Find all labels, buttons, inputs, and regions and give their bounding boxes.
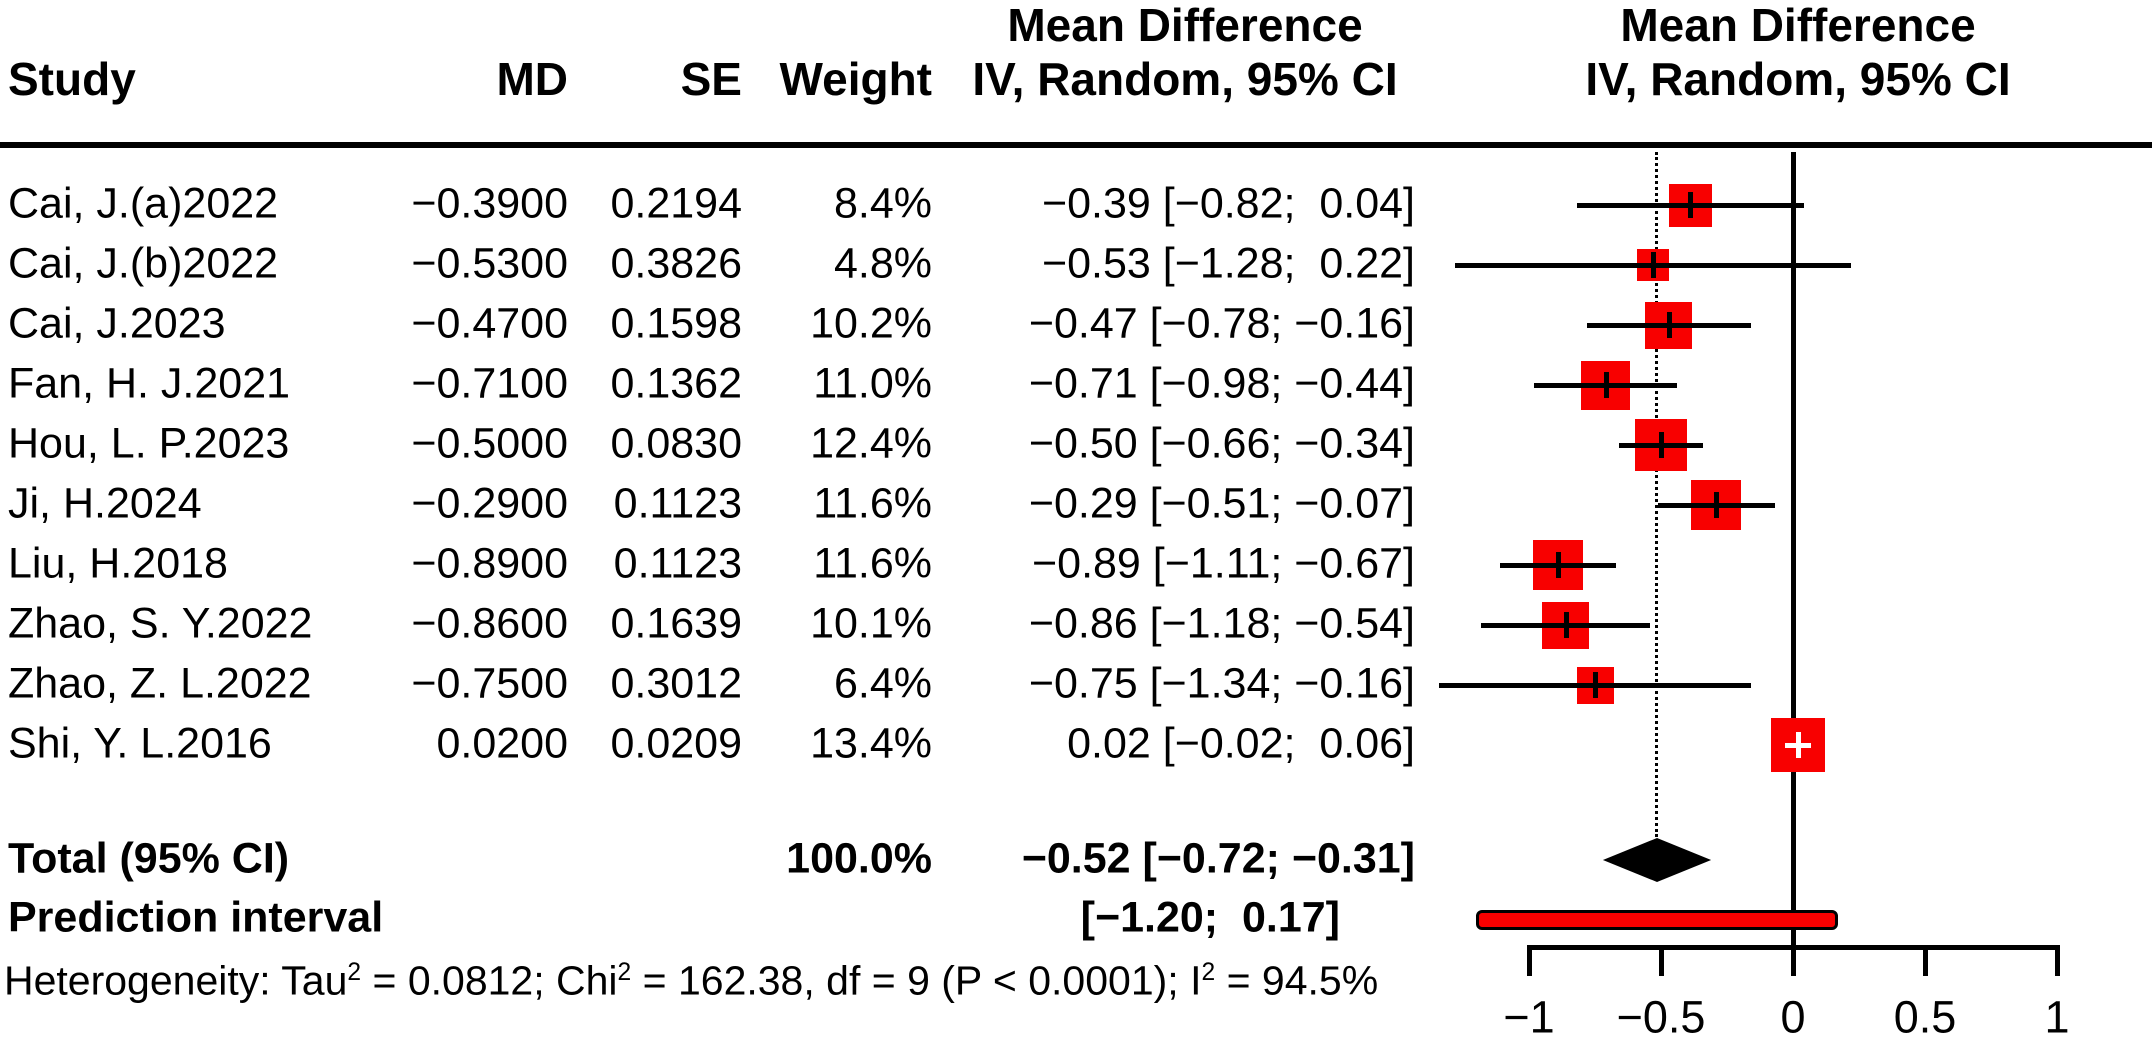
- study-label: Ji, H.2024: [8, 479, 202, 528]
- md-value: −0.5000: [411, 419, 568, 468]
- ci-text: −0.89 [−1.11; −0.67]: [1032, 539, 1415, 588]
- md-value: −0.3900: [411, 179, 568, 228]
- total-diamond: [1602, 838, 1712, 882]
- prediction-interval-bar: [1476, 910, 1838, 930]
- heterogeneity-text: Heterogeneity: Tau2 = 0.0812; Chi2 = 162…: [4, 957, 1379, 1004]
- se-value: 0.3826: [610, 239, 742, 288]
- se-value: 0.3012: [610, 659, 742, 708]
- se-value: 0.1362: [610, 359, 742, 408]
- weight-value: 11.0%: [813, 359, 932, 408]
- superscript: 2: [1201, 959, 1216, 987]
- study-label: Zhao, S. Y.2022: [8, 599, 313, 648]
- column-header-mean-difference-left: Mean Difference: [1007, 0, 1363, 52]
- total-weight: 100.0%: [786, 834, 932, 883]
- prediction-ci-text: [−1.20; 0.17]: [1080, 893, 1340, 942]
- weight-value: 6.4%: [833, 659, 932, 708]
- point-estimate-tick: [1688, 192, 1694, 218]
- study-label: Cai, J.2023: [8, 299, 226, 348]
- total-label: Total (95% CI): [8, 834, 290, 883]
- weight-value: 4.8%: [833, 239, 932, 288]
- ci-text: −0.47 [−0.78; −0.16]: [1028, 299, 1415, 348]
- x-axis-tick-label: 0: [1780, 991, 1806, 1043]
- zero-reference-line: [1791, 152, 1796, 976]
- prediction-label: Prediction interval: [8, 893, 384, 942]
- se-value: 0.1598: [610, 299, 742, 348]
- ci-text: −0.50 [−0.66; −0.34]: [1028, 419, 1415, 468]
- md-value: −0.8600: [411, 599, 568, 648]
- se-value: 0.1639: [610, 599, 742, 648]
- point-estimate-tick: [1714, 492, 1720, 518]
- weight-value: 10.2%: [810, 299, 932, 348]
- weight-value: 10.1%: [810, 599, 932, 648]
- md-value: 0.0200: [436, 719, 568, 768]
- x-axis-tick: [1923, 945, 1928, 976]
- ci-text: −0.75 [−1.34; −0.16]: [1028, 659, 1415, 708]
- md-value: −0.5300: [411, 239, 568, 288]
- x-axis-tick: [1527, 945, 1532, 976]
- weight-value: 11.6%: [813, 479, 932, 528]
- ci-text: −0.71 [−0.98; −0.44]: [1028, 359, 1415, 408]
- ci-text: −0.29 [−0.51; −0.07]: [1028, 479, 1415, 528]
- study-label: Liu, H.2018: [8, 539, 228, 588]
- study-label: Cai, J.(a)2022: [8, 179, 279, 228]
- study-label: Shi, Y. L.2016: [8, 719, 272, 768]
- se-value: 0.2194: [610, 179, 742, 228]
- header-rule: [0, 142, 2152, 148]
- total-ci-text: −0.52 [−0.72; −0.31]: [1021, 834, 1415, 883]
- column-header-weight: Weight: [779, 53, 932, 106]
- point-estimate-tick: [1563, 612, 1569, 638]
- superscript: 2: [617, 959, 632, 987]
- x-axis-tick: [1791, 945, 1796, 976]
- point-estimate-tick: [1651, 252, 1657, 278]
- weight-value: 12.4%: [810, 419, 932, 468]
- ci-text: −0.39 [−0.82; 0.04]: [1042, 179, 1415, 228]
- study-label: Fan, H. J.2021: [8, 359, 291, 408]
- column-header-mean-difference-right: Mean Difference: [1620, 0, 1976, 52]
- ci-text: −0.86 [−1.18; −0.54]: [1028, 599, 1415, 648]
- x-axis-tick-label: 0.5: [1893, 991, 1957, 1043]
- x-axis-tick: [2055, 945, 2060, 976]
- column-header-md: MD: [496, 53, 568, 106]
- x-axis-tick: [1659, 945, 1664, 976]
- x-axis-tick-label: −0.5: [1616, 991, 1706, 1043]
- se-value: 0.0209: [610, 719, 742, 768]
- ci-text: 0.02 [−0.02; 0.06]: [1067, 719, 1415, 768]
- md-value: −0.7500: [411, 659, 568, 708]
- se-value: 0.1123: [613, 479, 742, 528]
- se-value: 0.1123: [613, 539, 742, 588]
- column-header-iv-random-right: IV, Random, 95% CI: [1585, 53, 2011, 106]
- superscript: 2: [347, 959, 362, 987]
- point-estimate-plus-v: [1796, 732, 1802, 758]
- point-estimate-tick: [1593, 672, 1598, 698]
- x-axis-tick-label: −1: [1503, 991, 1555, 1043]
- column-header-study: Study: [8, 53, 136, 106]
- point-estimate-tick: [1666, 312, 1672, 338]
- column-header-iv-random-left: IV, Random, 95% CI: [972, 53, 1398, 106]
- ci-text: −0.53 [−1.28; 0.22]: [1042, 239, 1415, 288]
- point-estimate-tick: [1556, 552, 1562, 578]
- overall-effect-dotted-line: [1654, 152, 1658, 837]
- study-label: Zhao, Z. L.2022: [8, 659, 312, 708]
- point-estimate-tick: [1659, 432, 1664, 458]
- md-value: −0.7100: [411, 359, 568, 408]
- se-value: 0.0830: [610, 419, 742, 468]
- weight-value: 8.4%: [833, 179, 932, 228]
- column-header-se: SE: [680, 53, 742, 106]
- study-label: Cai, J.(b)2022: [8, 239, 279, 288]
- weight-value: 11.6%: [813, 539, 932, 588]
- study-label: Hou, L. P.2023: [8, 419, 290, 468]
- x-axis-tick-label: 1: [2044, 991, 2070, 1043]
- md-value: −0.4700: [411, 299, 568, 348]
- md-value: −0.8900: [411, 539, 568, 588]
- weight-value: 13.4%: [810, 719, 932, 768]
- point-estimate-tick: [1603, 372, 1609, 398]
- md-value: −0.2900: [411, 479, 568, 528]
